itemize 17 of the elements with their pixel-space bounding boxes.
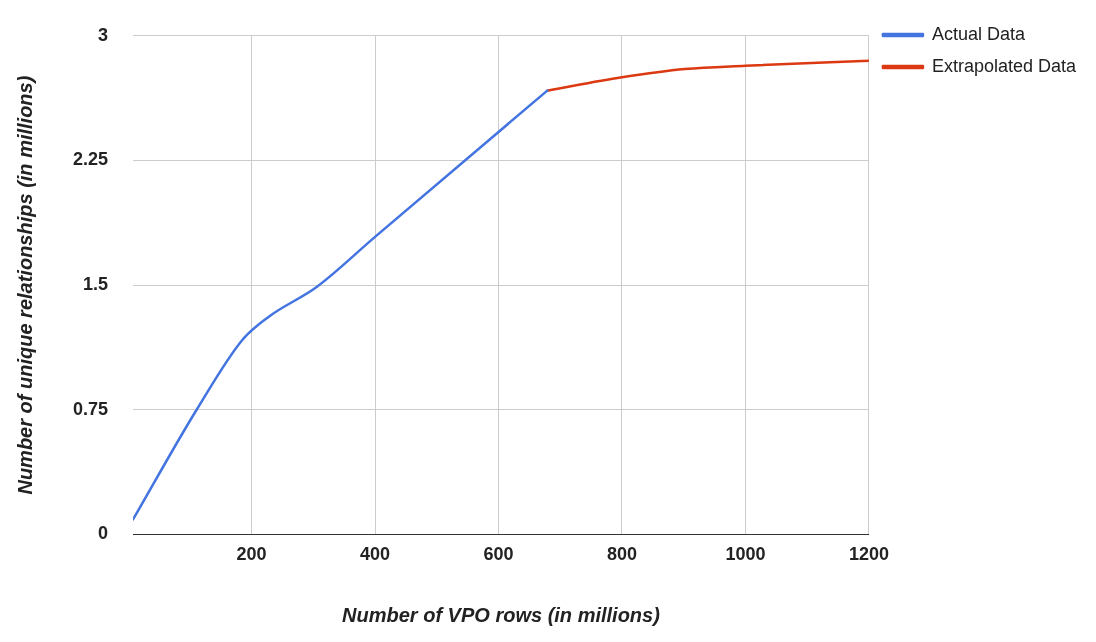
x-axis-title: Number of VPO rows (in millions): [342, 603, 661, 626]
line-series: [546, 59, 869, 92]
x-tick-label: 1200: [848, 544, 889, 565]
x-tick-label: 200: [236, 544, 267, 565]
y-tick-label: 1.5: [83, 274, 109, 295]
y-axis-title: Number of unique relationships (in millions): [13, 75, 36, 495]
x-tick-label: 600: [483, 544, 514, 565]
legend-label: Extrapolated Data: [931, 55, 1077, 76]
x-tick-label: 400: [360, 544, 391, 565]
legend-label: Actual Data: [931, 23, 1026, 44]
x-tick-label: 800: [606, 544, 637, 565]
y-tick-label: 0.75: [72, 398, 109, 419]
y-tick-label: 2.25: [72, 149, 109, 170]
x-tick-label: 1000: [725, 544, 766, 565]
line-series: [133, 89, 549, 521]
y-tick-label: 0: [98, 523, 109, 544]
y-tick-label: 3: [98, 24, 109, 45]
